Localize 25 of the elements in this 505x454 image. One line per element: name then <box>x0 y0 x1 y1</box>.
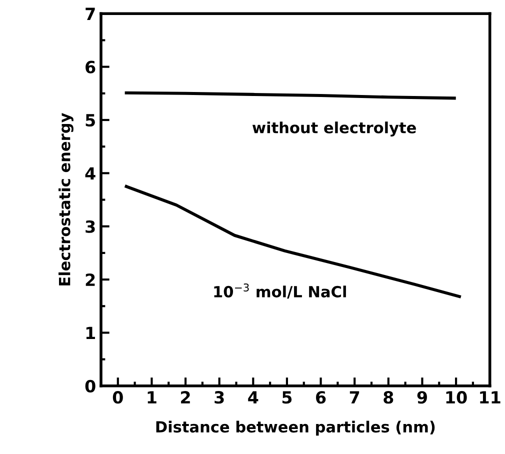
x-tick-label: 4 <box>248 391 258 404</box>
y-tick-label: 2 <box>86 273 95 286</box>
x-tick-label: 7 <box>350 391 360 404</box>
x-tick-label: 6 <box>316 391 326 404</box>
y-tick-label: 6 <box>86 60 96 74</box>
x-tick-label: 9 <box>417 391 427 404</box>
y-tick-label: 4 <box>85 167 96 180</box>
line-series <box>124 184 461 298</box>
x-tick-label: 8 <box>384 391 394 404</box>
y-tick-label: 5 <box>86 114 95 127</box>
x-axis-title: Distance between particles (nm) <box>156 420 435 436</box>
x-tick-label: 2 <box>181 391 190 404</box>
x-tick-label: 1 <box>148 391 156 404</box>
x-tick-label: 11 <box>480 391 500 404</box>
y-tick-label: 1 <box>86 326 95 340</box>
annotation: 10$^{−3}$ mol/L NaCl <box>214 283 346 299</box>
y-axis-title: Electrostatic energy <box>58 113 74 286</box>
y-tick-label: 3 <box>86 220 95 233</box>
y-tick-label: 0 <box>85 380 96 392</box>
x-tick-label: 3 <box>214 391 224 404</box>
x-tick-label: 10 <box>446 391 467 404</box>
x-tick-label: 5 <box>282 391 292 404</box>
x-tick-label: 0 <box>112 391 123 404</box>
y-tick-label: 7 <box>86 8 95 20</box>
annotation: without electrolyte <box>252 122 416 136</box>
